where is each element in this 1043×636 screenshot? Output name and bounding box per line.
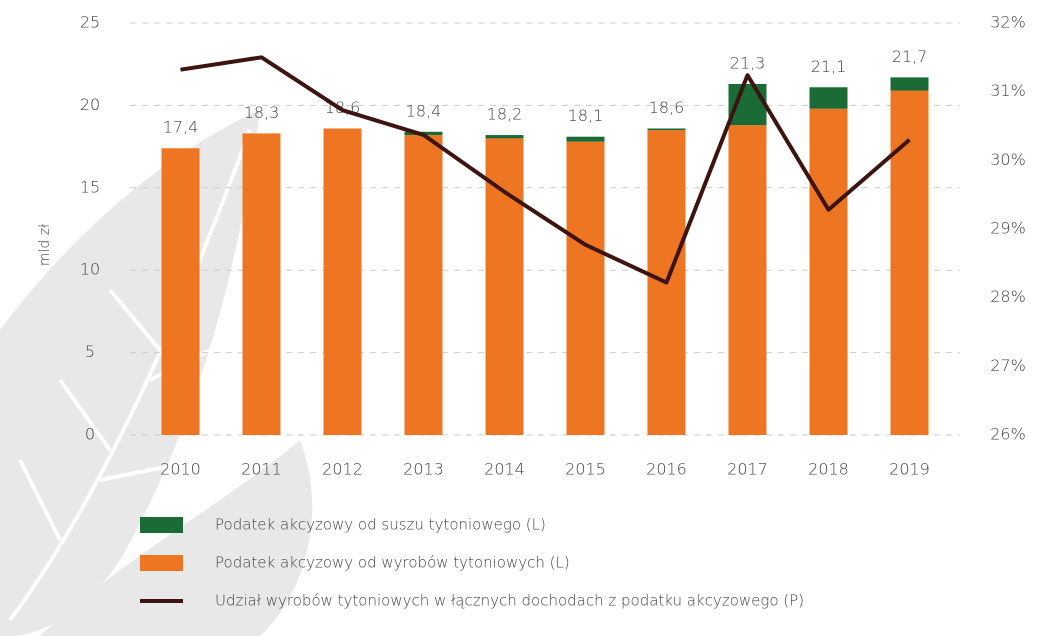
y-tick-label: 5 <box>85 342 95 361</box>
y-tick-label: 0 <box>85 425 95 444</box>
bar <box>485 135 524 139</box>
bar <box>242 133 281 435</box>
total-label: 18,3 <box>244 103 280 122</box>
x-tick-label: 2013 <box>403 460 444 479</box>
y2-tick-label: 29% <box>990 219 1026 238</box>
x-tick-label: 2015 <box>565 460 606 479</box>
bar <box>485 138 524 436</box>
x-tick-label: 2018 <box>808 460 849 479</box>
leaf-veins <box>8 129 252 622</box>
total-label: 18,1 <box>568 106 604 125</box>
legend-swatch <box>140 517 183 533</box>
y2-tick-label: 30% <box>990 150 1026 169</box>
total-label: 18,2 <box>487 105 523 124</box>
total-label: 21,7 <box>892 47 928 66</box>
bar <box>728 125 767 436</box>
x-tick-label: 2010 <box>160 460 201 479</box>
bar <box>161 148 200 436</box>
legend-label: Podatek akcyzowy od wyrobów tytoniowych … <box>215 554 570 572</box>
x-tick-label: 2019 <box>889 460 930 479</box>
x-tick-label: 2012 <box>322 460 363 479</box>
x-tick-label: 2016 <box>646 460 687 479</box>
y2-tick-label: 26% <box>990 425 1026 444</box>
total-label: 17,4 <box>163 118 199 137</box>
total-label: 18,4 <box>406 101 442 120</box>
y-tick-label: 10 <box>80 260 100 279</box>
legend-label: Udział wyrobów tytoniowych w łącznych do… <box>215 592 804 610</box>
bar <box>566 141 605 435</box>
y2-tick-label: 28% <box>990 287 1026 306</box>
bar <box>890 90 929 436</box>
y-tick-label: 15 <box>80 177 100 196</box>
legend-swatch <box>140 555 183 571</box>
bar <box>809 87 848 109</box>
bar <box>647 128 686 131</box>
total-label: 18,6 <box>649 98 685 117</box>
x-tick-label: 2011 <box>241 460 282 479</box>
y2-tick-label: 32% <box>990 13 1026 32</box>
x-tick-label: 2017 <box>727 460 768 479</box>
y-axis-label: mld zł <box>37 224 53 266</box>
bar <box>890 77 929 91</box>
bar <box>404 135 443 435</box>
legend-label: Podatek akcyzowy od suszu tytoniowego (L… <box>215 516 546 534</box>
x-tick-label: 2014 <box>484 460 525 479</box>
y2-tick-label: 31% <box>990 81 1026 100</box>
bar <box>323 128 362 436</box>
total-label: 21,3 <box>730 53 766 72</box>
total-label: 21,1 <box>811 57 847 76</box>
bar <box>566 136 605 142</box>
y-tick-label: 20 <box>80 95 100 114</box>
line-series <box>180 55 911 285</box>
bar <box>809 108 848 436</box>
y-tick-label: 25 <box>80 13 100 32</box>
y2-tick-label: 27% <box>990 356 1026 375</box>
